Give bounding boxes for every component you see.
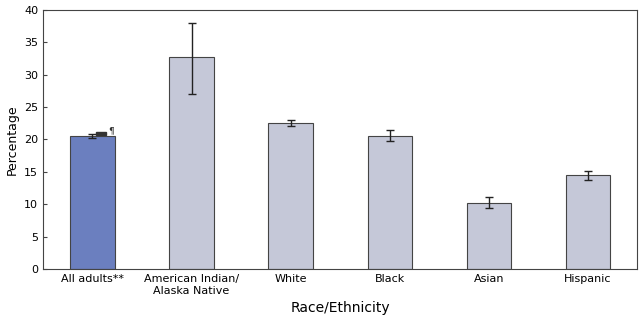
Y-axis label: Percentage: Percentage xyxy=(6,104,19,175)
Bar xyxy=(96,132,106,135)
Bar xyxy=(169,57,214,269)
Bar xyxy=(268,123,313,269)
X-axis label: Race/Ethnicity: Race/Ethnicity xyxy=(291,301,390,316)
Bar xyxy=(467,203,511,269)
Bar xyxy=(368,135,412,269)
Text: ¶: ¶ xyxy=(108,126,114,135)
Bar xyxy=(566,175,610,269)
Bar xyxy=(70,136,114,269)
